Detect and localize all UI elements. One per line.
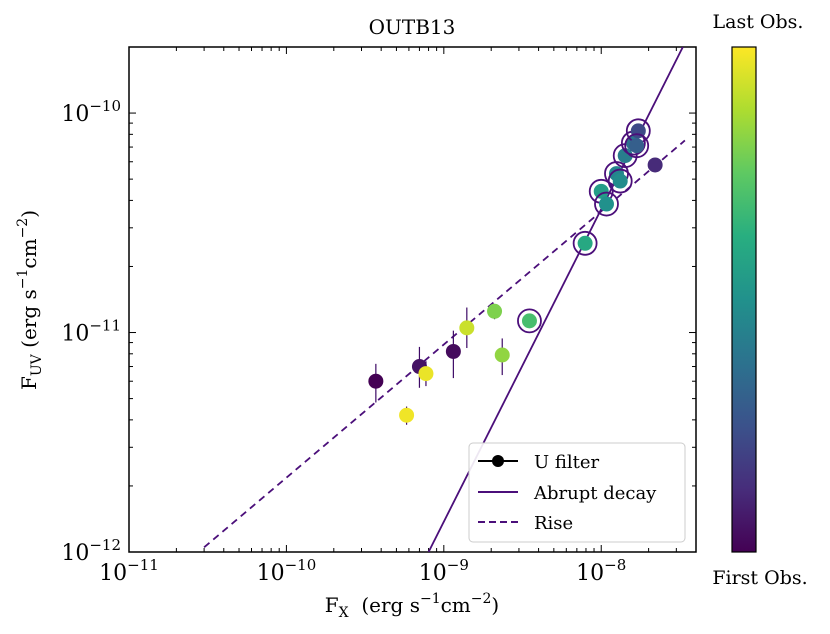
data-point [598, 196, 614, 212]
data-point [494, 347, 510, 363]
x-tick-label: 10−10 [257, 556, 317, 586]
plot-area [128, 46, 697, 553]
colorbar-bottom-label: First Obs. [712, 567, 807, 589]
axis-ticks [128, 46, 697, 553]
data-point [593, 183, 609, 199]
chart-title: OUTB13 [369, 15, 456, 39]
x-tick-label: 10−11 [99, 556, 159, 586]
legend: U filter Abrupt decay Rise [468, 442, 686, 543]
colorbar: Last Obs. First Obs. [712, 11, 807, 589]
data-point [612, 173, 628, 189]
data-point [399, 407, 415, 423]
data-point [418, 366, 434, 382]
data-point [647, 157, 663, 173]
y-tick-label: 10−11 [61, 317, 121, 347]
data-point [617, 148, 633, 164]
data-point [521, 313, 537, 329]
colorbar-gradient [731, 46, 757, 553]
line-rise [203, 139, 686, 549]
legend-box [468, 442, 686, 543]
highlight-ring [572, 230, 598, 256]
data-point [577, 235, 593, 251]
highlight-ring [624, 133, 650, 159]
highlight-ring [517, 308, 542, 334]
legend-label-rise: Rise [534, 513, 573, 534]
y-axis-label: FUV (erg s−1cm−2) [15, 210, 45, 390]
data-point [487, 303, 503, 319]
data-point [459, 320, 475, 336]
legend-dot-u-filter [492, 455, 504, 467]
highlight-ring [607, 168, 633, 194]
x-axis-label: FX (erg s−1cm−2) [325, 591, 499, 621]
y-tick-label: 10−12 [61, 536, 121, 566]
data-points [368, 118, 663, 425]
y-tick-label: 10−10 [61, 97, 121, 127]
legend-label-u-filter: U filter [534, 452, 600, 473]
x-tick-label: 10−8 [576, 556, 626, 586]
legend-label-abrupt-decay: Abrupt decay [533, 483, 657, 504]
data-point [629, 138, 645, 154]
data-point [445, 343, 461, 359]
highlight-ring [594, 191, 619, 217]
data-point [368, 373, 384, 389]
colorbar-top-label: Last Obs. [713, 11, 804, 33]
x-tick-label: 10−9 [419, 556, 469, 586]
